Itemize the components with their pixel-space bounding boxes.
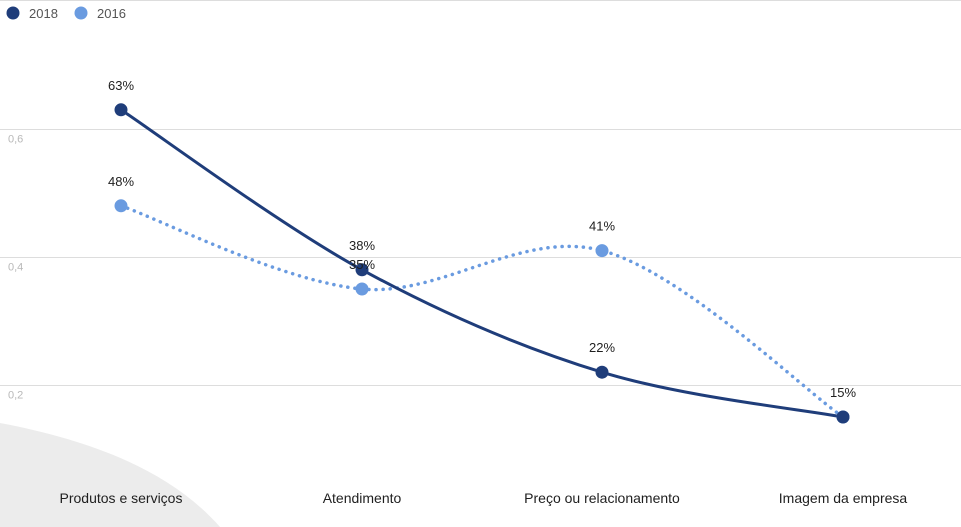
x-category-label: Produtos e serviços (60, 490, 183, 506)
x-category-label: Imagem da empresa (779, 490, 908, 506)
series-line-2018 (119, 108, 845, 419)
data-label-2018: 63% (108, 78, 134, 93)
series-line-2016 (119, 204, 845, 419)
x-category-label: Atendimento (323, 490, 402, 506)
legend: 2018 2016 (6, 6, 126, 21)
series-lines (119, 108, 845, 419)
data-point-2018[interactable] (595, 365, 609, 379)
data-label-2018: 22% (589, 340, 615, 355)
data-label-2016: 41% (589, 219, 615, 234)
data-point-2018[interactable] (114, 103, 128, 117)
legend-label-2018[interactable]: 2018 (29, 6, 58, 21)
data-point-2016[interactable] (355, 282, 369, 296)
data-point-2016[interactable] (595, 244, 609, 258)
category-axis: Produtos e serviços Atendimento Preço ou r… (60, 490, 908, 506)
data-point-2018[interactable] (355, 263, 369, 277)
y-tick-label: 0,4 (8, 262, 23, 274)
gridlines: 0,2 0,4 0,6 (0, 0, 961, 402)
data-point-2018[interactable] (836, 410, 850, 424)
data-label-2018: 15% (830, 385, 856, 400)
legend-marker-2018[interactable] (6, 6, 20, 20)
data-points (114, 103, 850, 424)
data-label-2018: 38% (349, 238, 375, 253)
legend-label-2016[interactable]: 2016 (97, 6, 126, 21)
x-category-label: Preço ou relacionamento (524, 490, 680, 506)
background-shape (0, 423, 220, 527)
data-label-2016: 48% (108, 174, 134, 189)
data-label-2016: 35% (349, 257, 375, 272)
y-tick-label: 0,6 (8, 134, 23, 146)
legend-marker-2016[interactable] (74, 6, 88, 20)
background-decoration (0, 423, 220, 527)
data-point-2016[interactable] (114, 199, 128, 213)
y-tick-label: 0,2 (8, 390, 23, 402)
data-labels: 63% 38% 22% 15% 48% 35% 41% (108, 78, 856, 400)
